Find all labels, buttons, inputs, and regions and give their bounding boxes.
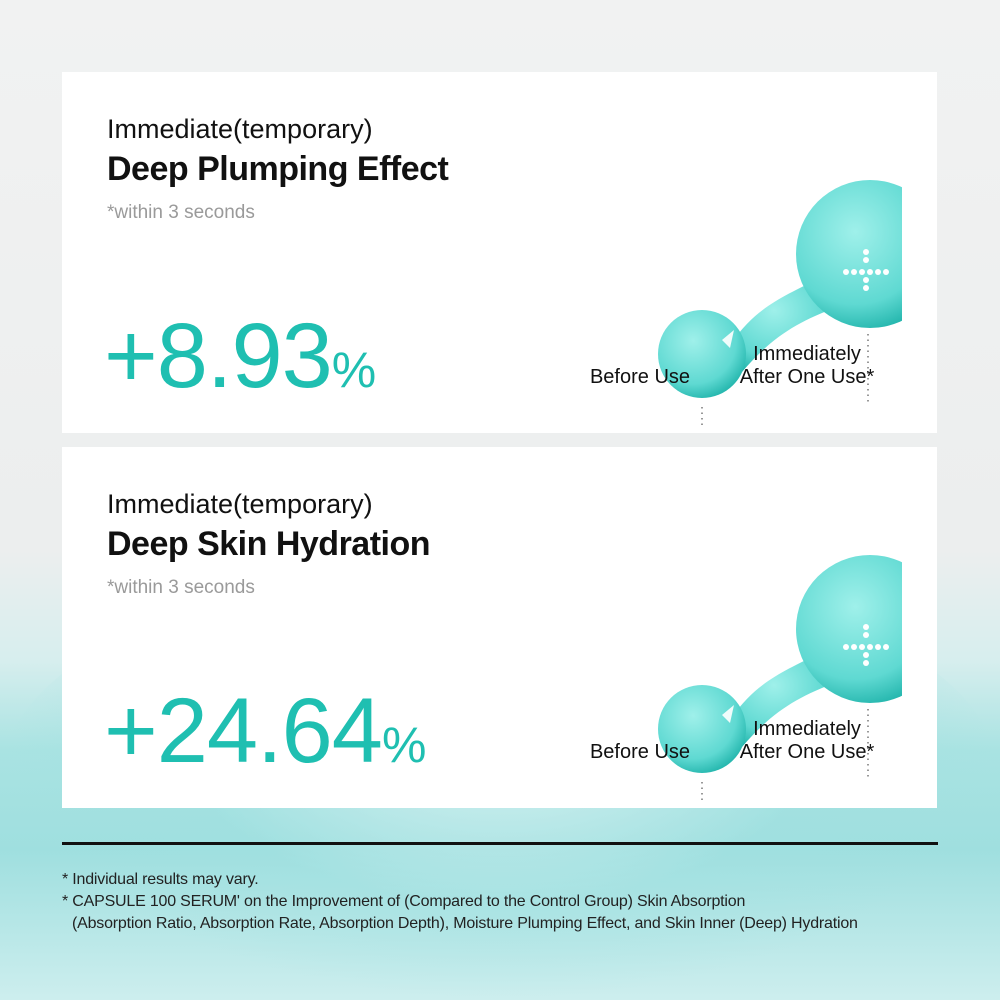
plus-dot [875,644,881,650]
plus-dot [863,624,869,630]
capsule-droplet-illustration [658,180,902,426]
plus-icon [843,249,889,291]
card-title-line1: Immediate(temporary) [107,489,373,519]
plus-dot [863,277,869,283]
footnote: * CAPSULE 100 SERUM' on the Improvement … [62,893,746,910]
plus-dot [843,269,849,275]
plus-dot [867,644,873,650]
after-label-line2: After One Use* [739,366,875,388]
hydration-card: Immediate(temporary) Deep Skin Hydration… [62,447,937,808]
droplet-highlight [722,705,734,723]
plus-dot [863,632,869,638]
plus-dot [867,269,873,275]
value-unit: % [381,717,427,773]
after-label-line1: Immediately [753,718,861,740]
after-label-line2: After One Use* [739,741,875,763]
before-use-label: Before Use [589,741,691,763]
large-droplet [796,180,902,328]
plus-dot [863,652,869,658]
plus-dot [843,644,849,650]
plus-dot [875,269,881,275]
capsule-droplet-illustration [658,555,902,801]
after-use-label: Immediately After One Use* [722,343,892,389]
card-subtitle: *within 3 seconds [107,202,255,223]
plus-dot [859,269,865,275]
droplet-bridge [732,277,837,372]
plus-dot [883,269,889,275]
plumping-card: Immediate(temporary) Deep Plumping Effec… [62,72,937,433]
plus-dot [863,660,869,666]
result-value: +24.64% [104,679,426,784]
droplet-highlight [722,330,734,348]
after-label-line1: Immediately [753,343,861,365]
value-number: +24.64 [104,680,383,782]
footnote: (Absorption Ratio, Absorption Rate, Abso… [72,915,858,932]
footnote: * Individual results may vary. [62,871,259,888]
plus-dot [883,644,889,650]
plus-dot [863,257,869,263]
card-subtitle: *within 3 seconds [107,577,255,598]
plus-icon [843,624,889,666]
card-title-line2: Deep Plumping Effect [107,150,449,188]
divider [62,842,938,845]
plus-dot [863,285,869,291]
value-unit: % [331,342,377,398]
result-value: +8.93% [104,304,376,409]
plus-dot [859,644,865,650]
card-title-line2: Deep Skin Hydration [107,525,431,563]
plus-dot [851,644,857,650]
large-droplet [796,555,902,703]
plus-dot [863,249,869,255]
value-number: +8.93 [104,305,333,407]
plus-dot [851,269,857,275]
small-droplet [658,310,746,398]
after-use-label: Immediately After One Use* [722,718,892,764]
card-title-line1: Immediate(temporary) [107,114,373,144]
small-droplet [658,685,746,773]
before-use-label: Before Use [589,366,691,388]
droplet-bridge [732,652,837,747]
